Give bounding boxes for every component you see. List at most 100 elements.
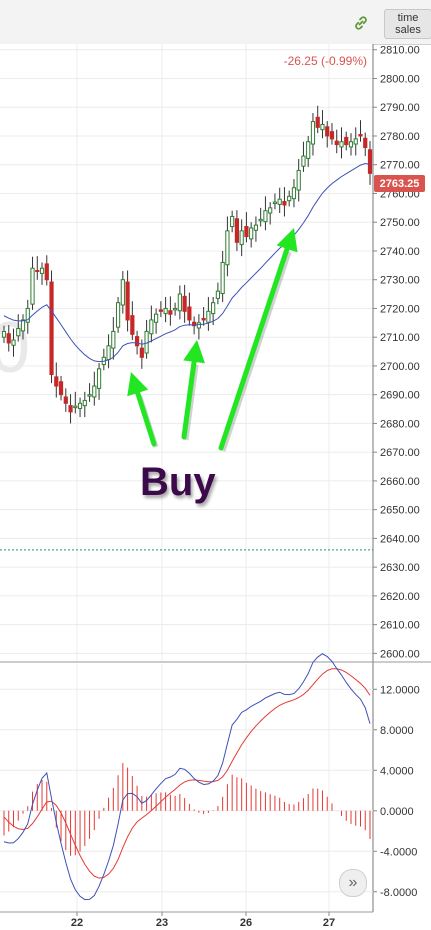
price-tick-label: 2800.00 <box>380 73 420 85</box>
price-tick-label: 2710.00 <box>380 332 420 344</box>
candle-body <box>111 330 116 349</box>
candle-body <box>68 405 73 413</box>
candle-body <box>253 224 259 231</box>
candle-body <box>329 131 335 140</box>
candle-body <box>287 195 292 202</box>
macd-tick-label: -8.0000 <box>380 887 417 899</box>
x-tick-label: 26 <box>240 917 252 929</box>
candle-body <box>239 230 244 246</box>
price-change-label: -26.25 (-0.99%) <box>283 54 367 68</box>
candle-body <box>353 138 358 145</box>
candle-body <box>25 307 30 323</box>
candle-body <box>154 313 159 323</box>
candle-body <box>182 295 187 312</box>
candle-body <box>35 270 40 273</box>
candle-body <box>187 306 192 321</box>
time-sales-button[interactable]: time sales <box>384 9 431 39</box>
link-icon <box>355 16 367 30</box>
candle-body <box>44 263 49 281</box>
candle-body <box>225 230 230 266</box>
price-tick-label: 2730.00 <box>380 275 420 287</box>
macd-tick-label: 8.0000 <box>380 725 414 737</box>
macd-tick-label: -4.0000 <box>380 846 417 858</box>
x-tick-label: 23 <box>156 917 168 929</box>
macd-panel <box>0 664 373 912</box>
candle-body <box>296 169 301 191</box>
candle-body <box>230 215 235 228</box>
candle-body <box>282 201 287 206</box>
toolbar: time sales <box>0 0 431 45</box>
buy-arrow-2 <box>181 340 205 441</box>
price-tick-label: 2690.00 <box>380 390 420 402</box>
x-tick-label: 22 <box>71 917 83 929</box>
price-tick-label: 2750.00 <box>380 217 420 229</box>
macd-tick-label: 4.0000 <box>380 765 414 777</box>
fast-forward-button[interactable]: » <box>339 869 367 897</box>
price-tick-label: 2660.00 <box>380 476 420 488</box>
x-tick-label: 27 <box>323 917 335 929</box>
candle-body <box>77 402 83 409</box>
candle-body <box>206 310 211 323</box>
time-sales-label-line2: sales <box>395 24 421 36</box>
candle-body <box>139 347 144 358</box>
candle-body <box>149 319 154 335</box>
candle-body <box>20 319 26 332</box>
price-tick-label: 2600.00 <box>380 648 420 660</box>
candle-body <box>177 293 182 312</box>
candle-body <box>63 396 68 404</box>
candle-body <box>291 187 297 200</box>
candle-body <box>220 261 225 294</box>
candle-body <box>125 281 130 321</box>
candle-body <box>367 149 373 174</box>
candle-body <box>310 121 316 145</box>
candle-body <box>192 321 197 327</box>
candle-body <box>30 267 35 305</box>
price-tick-label: 2740.00 <box>380 246 420 258</box>
candle-body <box>196 322 201 329</box>
candle-body <box>249 227 254 240</box>
buy-arrow-3 <box>218 228 298 452</box>
candle-body <box>363 137 368 148</box>
price-tick-label: 2680.00 <box>380 418 420 430</box>
candle-body <box>244 226 249 238</box>
candle-body <box>54 376 59 387</box>
buy-arrow-1 <box>127 372 159 448</box>
price-tick-label: 2790.00 <box>380 102 420 114</box>
candle-body <box>106 345 111 361</box>
candle-body <box>58 381 64 396</box>
candle-body <box>87 394 92 397</box>
buy-annotation: Buy <box>140 460 216 504</box>
macd-signal-line <box>3 668 371 879</box>
candle-body <box>82 399 87 407</box>
fast-forward-icon: » <box>348 874 358 891</box>
candle-body <box>168 310 173 315</box>
last-price-tag: 2763.25 <box>374 175 425 192</box>
candle-body <box>158 309 163 312</box>
candle-body <box>73 405 78 409</box>
candle-body <box>39 267 45 274</box>
candle-body <box>130 315 135 335</box>
candle-body <box>339 141 344 148</box>
price-tick-label: 2810.00 <box>380 45 420 57</box>
candle-body <box>201 318 206 321</box>
candle-body <box>11 339 16 346</box>
price-tick-label: 2630.00 <box>380 562 420 574</box>
macd-line <box>3 653 371 901</box>
link-button[interactable] <box>350 12 372 34</box>
price-tick-label: 2700.00 <box>380 361 420 373</box>
candle-body <box>306 141 311 159</box>
candle-body <box>315 116 320 128</box>
price-tick-label: 2670.00 <box>380 447 420 459</box>
price-tick-label: 2720.00 <box>380 303 420 315</box>
candle-body <box>268 207 273 214</box>
candle-body <box>120 279 125 306</box>
candle-body <box>96 368 102 389</box>
candle-body <box>272 201 278 205</box>
price-tick-label: 2770.00 <box>380 160 420 172</box>
candle-body <box>173 307 178 311</box>
candle-body <box>348 141 354 148</box>
candle-body <box>16 328 21 337</box>
candle-body <box>263 210 268 223</box>
